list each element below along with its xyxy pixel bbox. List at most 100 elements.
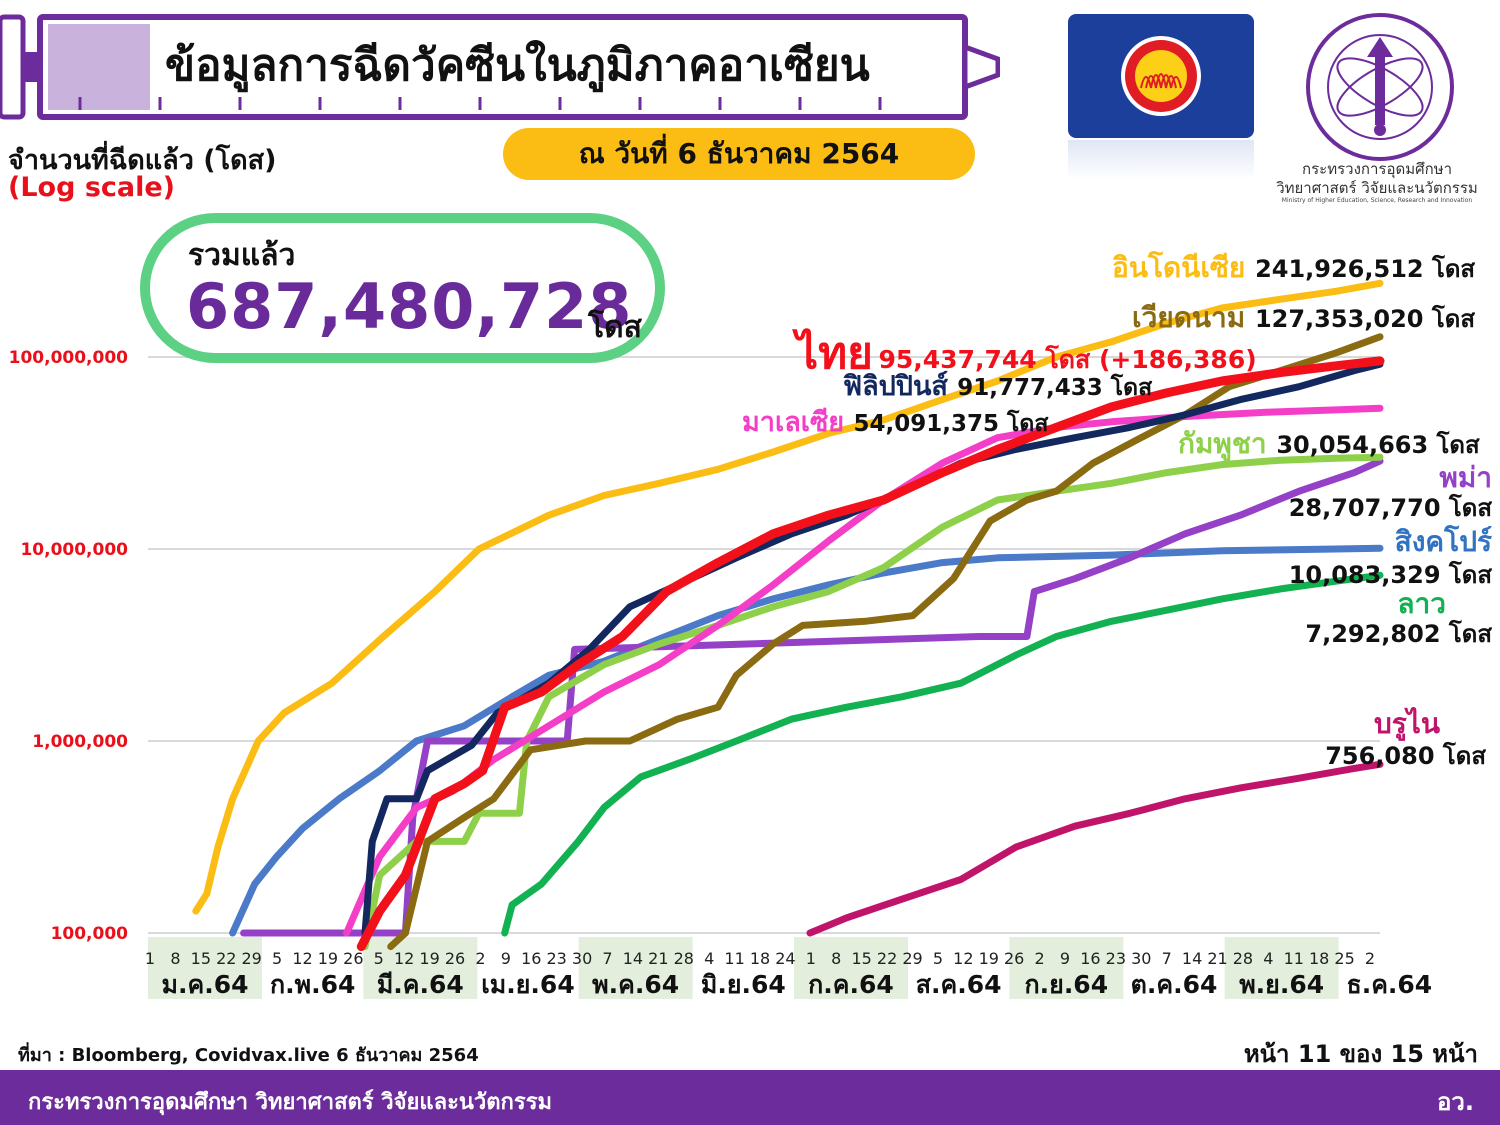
x-tick-label: 19 xyxy=(318,949,338,968)
x-tick-label: 25 xyxy=(1334,949,1354,968)
x-tick-label: 14 xyxy=(1182,949,1202,968)
x-tick-label: 21 xyxy=(1207,949,1227,968)
x-tick-label: 4 xyxy=(1263,949,1273,968)
x-tick-label: 9 xyxy=(1060,949,1070,968)
x-tick-label: 19 xyxy=(419,949,439,968)
x-tick-label: 18 xyxy=(750,949,770,968)
ministry-name-th: กระทรวงการอุดมศึกษา วิทยาศาสตร์ วิจัยและ… xyxy=(1276,160,1478,197)
x-tick-label: 29 xyxy=(241,949,261,968)
x-tick-label: 22 xyxy=(877,949,897,968)
x-tick-label: 8 xyxy=(831,949,841,968)
source-note: ที่มา : Bloomberg, Covidvax.live 6 ธันวา… xyxy=(18,1045,479,1066)
month-label: ต.ค.64 xyxy=(1131,970,1218,999)
y-tick-label: 1,000,000 xyxy=(32,732,128,752)
x-tick-label: 21 xyxy=(648,949,668,968)
x-tick-label: 8 xyxy=(170,949,180,968)
x-tick-label: 23 xyxy=(1106,949,1126,968)
y-tick-label: 100,000,000 xyxy=(9,348,129,368)
series-value: 91,777,433 โดส xyxy=(957,375,1153,401)
x-tick-label: 5 xyxy=(933,949,943,968)
x-tick-label: 30 xyxy=(572,949,592,968)
series-name: เวียดนาม xyxy=(1132,301,1246,334)
series-line xyxy=(361,360,1384,937)
month-band xyxy=(578,937,693,999)
series-value-singapore: 10,083,329 โดส xyxy=(1288,561,1492,589)
month-label: เม.ย.64 xyxy=(481,970,574,999)
x-tick-label: 24 xyxy=(775,949,795,968)
series-name: มาเลเซีย xyxy=(742,407,845,438)
series-line xyxy=(361,453,1384,951)
series-line xyxy=(806,760,1384,937)
x-tick-label: 12 xyxy=(292,949,312,968)
x-tick-label: 22 xyxy=(216,949,236,968)
x-tick-label: 26 xyxy=(445,949,465,968)
x-tick-label: 15 xyxy=(191,949,211,968)
month-label: พ.ย.64 xyxy=(1239,970,1324,999)
x-tick-label: 26 xyxy=(343,949,363,968)
series-value: 95,437,744 โดส (+186,386) xyxy=(878,345,1257,374)
series-name: ไทย xyxy=(796,328,873,379)
month-label: ก.ย.64 xyxy=(1025,970,1109,999)
series-value: 241,926,512 โดส xyxy=(1255,255,1476,283)
ministry-name-en: Ministry of Higher Education, Science, R… xyxy=(1281,197,1473,204)
month-label: พ.ค.64 xyxy=(592,970,679,999)
footer-bar xyxy=(0,1070,1500,1125)
series-value: 54,091,375 โดส xyxy=(853,411,1049,437)
x-tick-label: 30 xyxy=(1131,949,1151,968)
total-label: รวมแล้ว xyxy=(188,238,296,273)
x-tick-label: 11 xyxy=(1284,949,1304,968)
series-label-indonesia: อินโดนีเซีย 241,926,512 โดส xyxy=(1112,246,1475,290)
month-band xyxy=(148,937,262,999)
x-tick-label: 23 xyxy=(546,949,566,968)
series-value-myanmar: 28,707,770 โดส xyxy=(1288,494,1492,522)
x-tick-label: 16 xyxy=(1080,949,1100,968)
x-tick-label: 1 xyxy=(145,949,155,968)
series-name: ฟิลิปปินส์ xyxy=(843,371,948,402)
x-tick-label: 11 xyxy=(724,949,744,968)
month-band xyxy=(363,937,478,999)
flag-reflection xyxy=(1068,140,1254,180)
series-name-brunei: บรูไน xyxy=(1373,707,1440,740)
x-tick-label: 15 xyxy=(851,949,871,968)
y-tick-label: 10,000,000 xyxy=(20,540,128,560)
month-band xyxy=(794,937,908,999)
series-label-vietnam: เวียดนาม 127,353,020 โดส xyxy=(1132,296,1475,340)
x-tick-label: 26 xyxy=(1004,949,1024,968)
series-name-myanmar: พม่า xyxy=(1439,461,1492,494)
x-tick-label: 7 xyxy=(602,949,612,968)
series-line xyxy=(240,457,1384,937)
series-value-laos: 7,292,802 โดส xyxy=(1305,620,1492,648)
x-tick-label: 28 xyxy=(1233,949,1253,968)
x-tick-label: 19 xyxy=(979,949,999,968)
x-tick-label: 5 xyxy=(272,949,282,968)
date-badge: ณ วันที่ 6 ธันวาคม 2564 xyxy=(503,128,975,180)
asean-flag xyxy=(1068,14,1254,138)
x-tick-label: 4 xyxy=(704,949,714,968)
x-tick-label: 5 xyxy=(374,949,384,968)
total-unit: โดส xyxy=(588,310,642,345)
series-name: อินโดนีเซีย xyxy=(1112,251,1246,284)
y-axis-label: จำนวนที่ฉีดแล้ว (โดส) xyxy=(8,145,277,176)
x-tick-label: 12 xyxy=(394,949,414,968)
series-name-laos: ลาว xyxy=(1397,587,1446,620)
series-label-philippines: ฟิลิปปินส์ 91,777,433 โดส xyxy=(843,364,1152,407)
y-tick-label: 100,000 xyxy=(51,924,129,944)
series-label-malaysia: มาเลเซีย 54,091,375 โดส xyxy=(742,400,1048,443)
month-label: ม.ค.64 xyxy=(162,970,249,999)
page-title: ข้อมูลการฉีดวัคซีนในภูมิภาคอาเซียน xyxy=(165,40,870,91)
footer-abbrev: อว. xyxy=(1436,1088,1474,1116)
x-tick-label: 16 xyxy=(521,949,541,968)
month-band xyxy=(1009,937,1124,999)
x-tick-label: 2 xyxy=(475,949,485,968)
x-tick-label: 1 xyxy=(806,949,816,968)
series-name-singapore: สิงคโปร์ xyxy=(1394,525,1492,558)
series-value: 30,054,663 โดส xyxy=(1276,431,1480,459)
page-indicator: หน้า 11 ของ 15 หน้า xyxy=(1243,1040,1478,1068)
x-tick-label: 2 xyxy=(1034,949,1044,968)
syringe-graphic xyxy=(0,14,1000,120)
total-doses-box xyxy=(140,213,665,363)
x-tick-label: 28 xyxy=(674,949,694,968)
y-axis-scale-note: (Log scale) xyxy=(8,172,176,203)
total-value: 687,480,728 xyxy=(186,270,633,343)
